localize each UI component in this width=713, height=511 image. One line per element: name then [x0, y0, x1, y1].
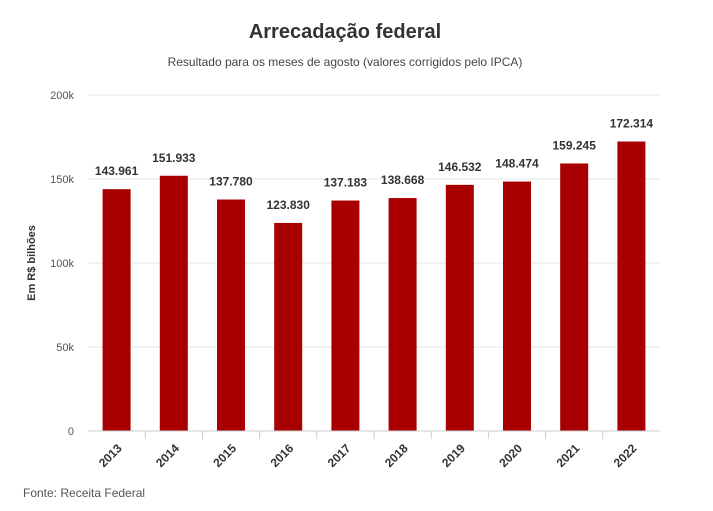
x-tick-label: 2014	[153, 441, 182, 470]
data-labels: 143.961 151.933 137.780 123.830 137.183 138.6…	[95, 117, 654, 212]
bar-2013	[102, 189, 131, 431]
x-tick-label: 2013	[96, 441, 125, 470]
y-axis-ticks: 0 50k 100k 150k 200k	[50, 90, 74, 438]
x-axis-ticks: 2013 2014 2015 2016 2017 2018 2019 2020 2021 2022	[96, 431, 640, 470]
x-tick-label: 2016	[268, 441, 297, 470]
bar-2019	[445, 184, 474, 431]
data-label: 159.245	[553, 138, 597, 152]
data-label: 172.314	[610, 117, 654, 131]
y-tick-label: 150k	[50, 174, 74, 186]
data-label: 151.933	[152, 151, 196, 165]
data-label: 146.532	[438, 160, 482, 174]
bar-2017	[331, 200, 360, 431]
bar-2015	[217, 199, 245, 431]
bar-2020	[503, 181, 531, 431]
data-label: 123.830	[267, 198, 311, 212]
y-tick-label: 0	[68, 426, 74, 438]
x-tick-label: 2017	[325, 441, 354, 470]
x-tick-label: 2020	[496, 441, 525, 470]
bar-2018	[388, 198, 417, 431]
bar-2016	[274, 222, 303, 431]
y-axis-label: Em R$ bilhões	[26, 225, 38, 301]
x-tick-label: 2018	[382, 441, 411, 470]
data-label: 148.474	[495, 157, 539, 171]
bars	[102, 141, 646, 432]
data-label: 143.961	[95, 164, 139, 178]
bar-2021	[560, 163, 589, 432]
bar-2022	[617, 141, 646, 431]
x-tick-label: 2021	[554, 441, 583, 470]
chart-subtitle: Resultado para os meses de agosto (valor…	[168, 55, 523, 69]
y-tick-label: 50k	[56, 342, 74, 354]
x-tick-label: 2022	[611, 441, 640, 470]
chart-title: Arrecadação federal	[249, 21, 441, 43]
data-label: 138.668	[381, 173, 425, 187]
bar-2014	[159, 175, 188, 431]
x-tick-label: 2015	[210, 441, 239, 470]
source-note: Fonte: Receita Federal	[23, 486, 145, 500]
y-tick-label: 200k	[50, 90, 74, 102]
x-tick-label: 2019	[439, 441, 468, 470]
y-tick-label: 100k	[50, 258, 74, 270]
data-label: 137.780	[209, 175, 253, 189]
data-label: 137.183	[324, 176, 368, 190]
